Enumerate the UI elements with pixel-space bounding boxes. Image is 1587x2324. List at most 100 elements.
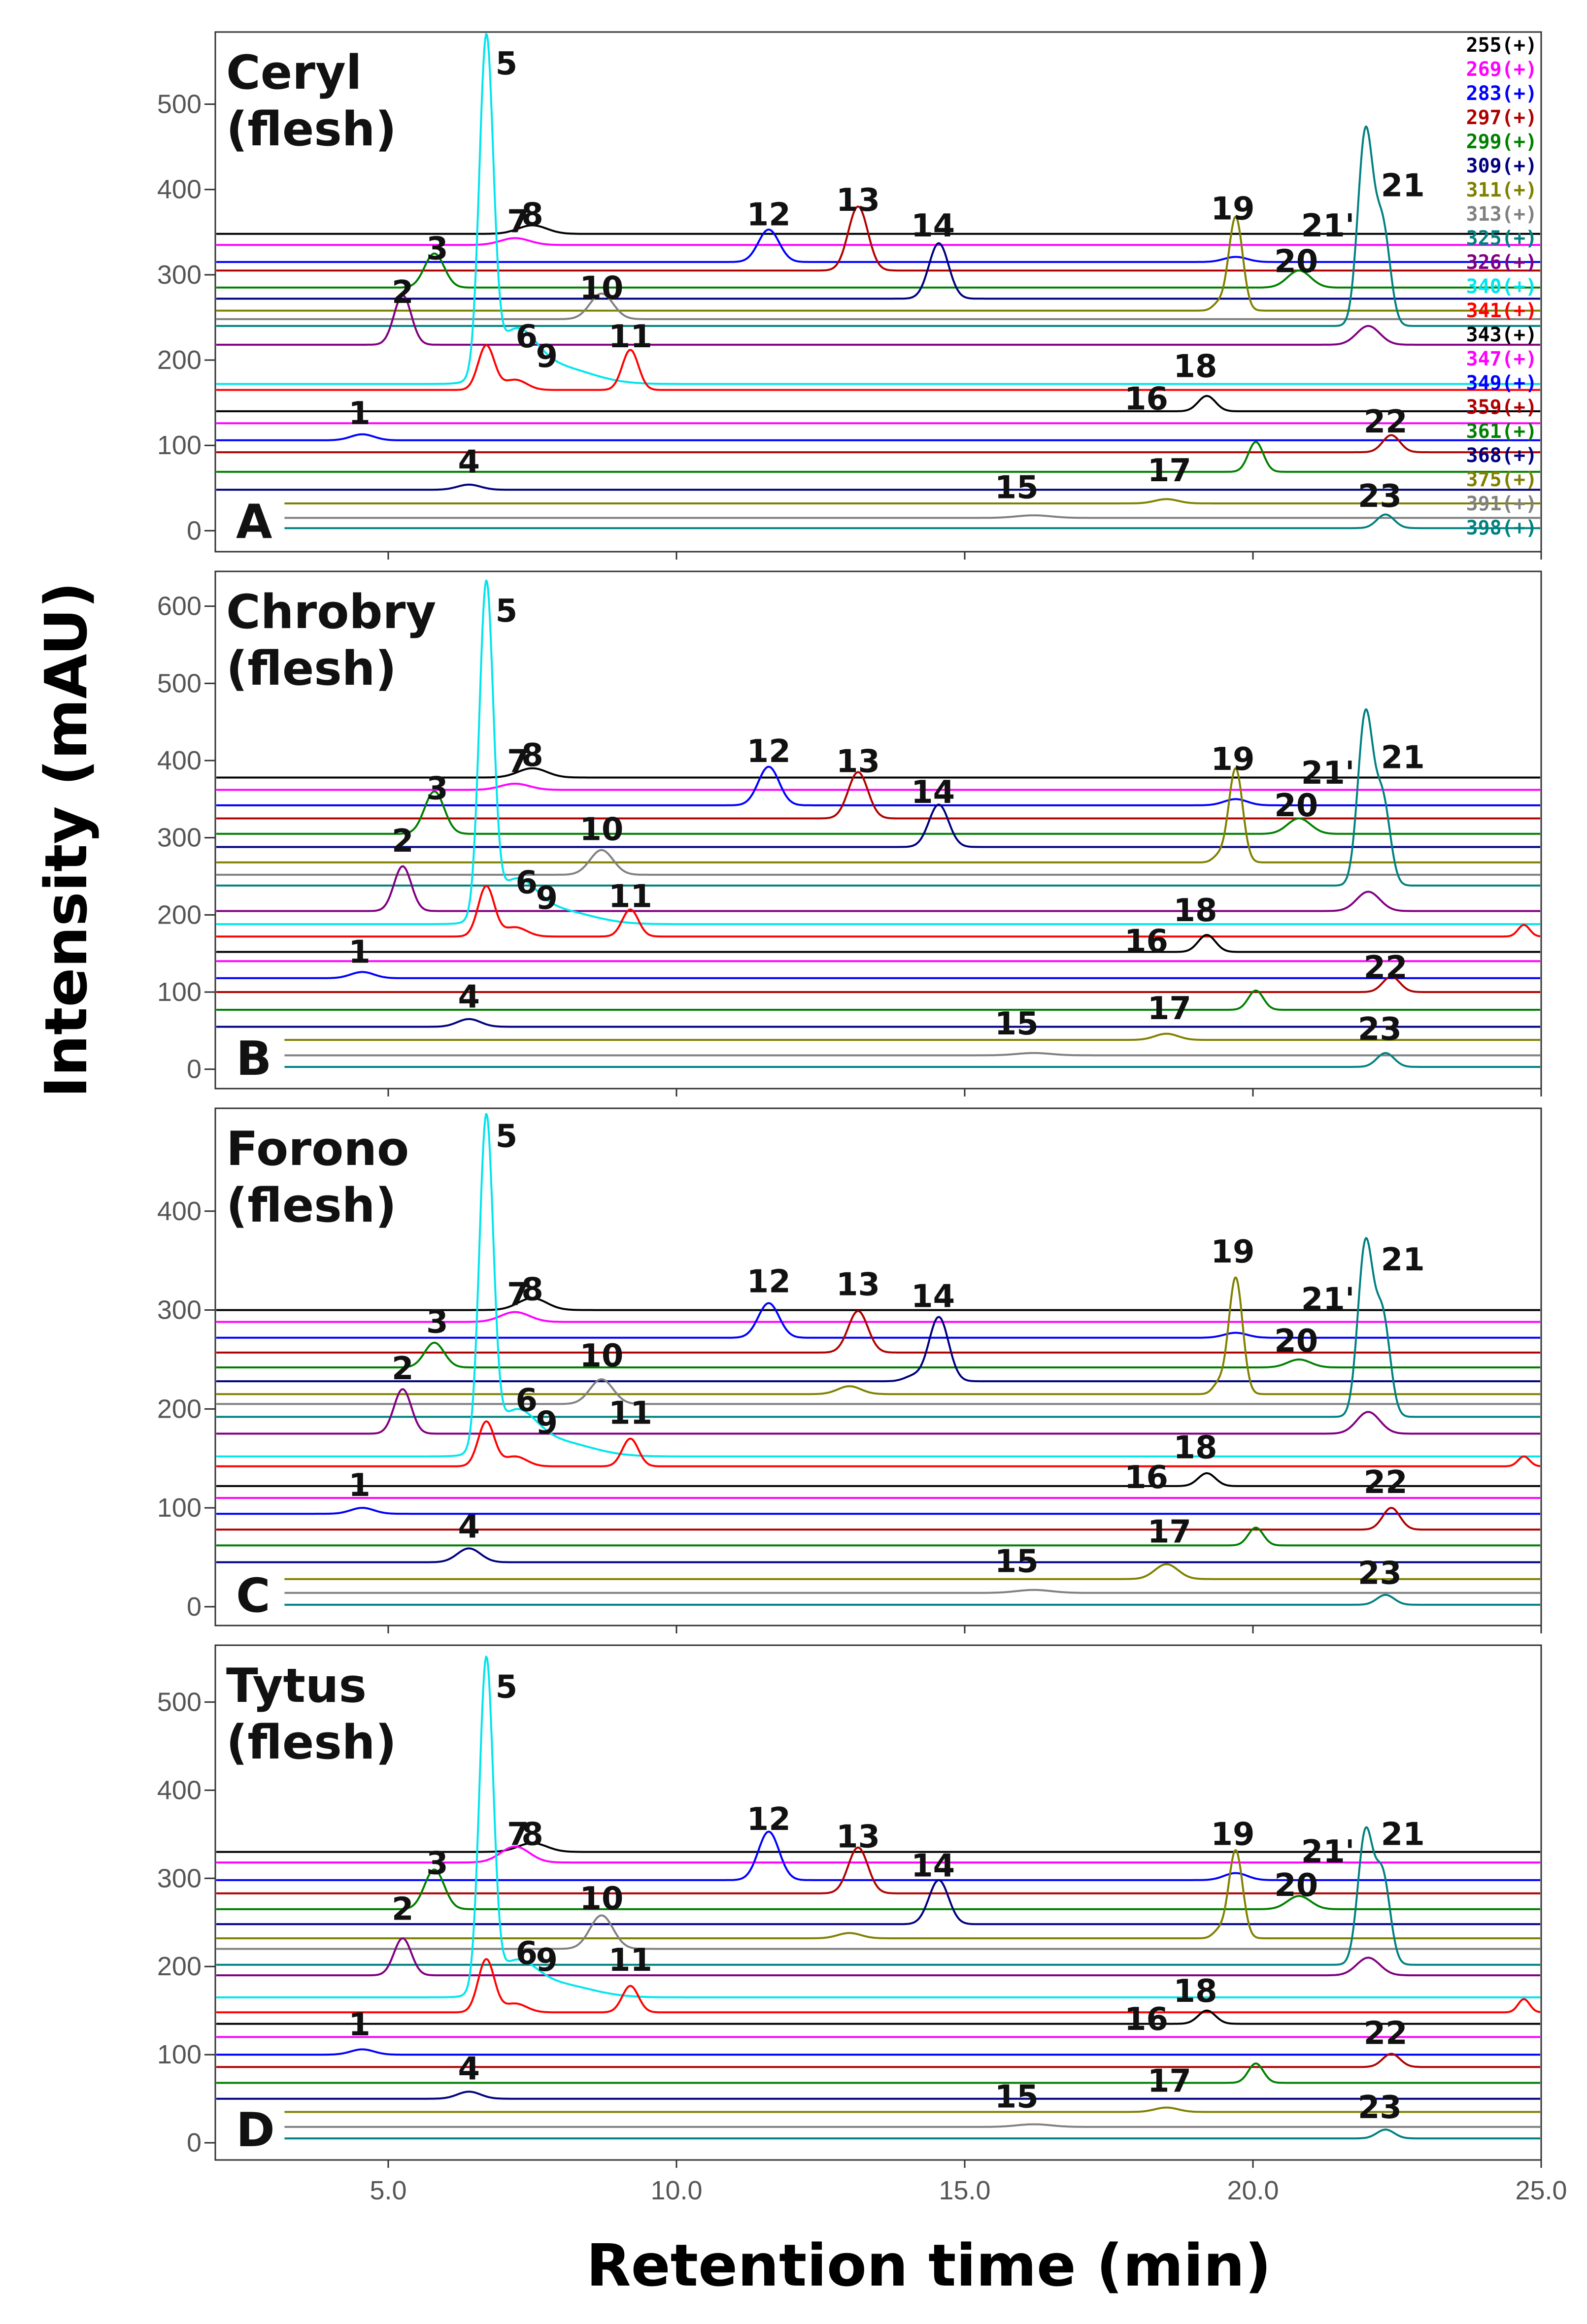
- peak-label: 7: [507, 1277, 529, 1313]
- peak-label: 9: [536, 1942, 558, 1979]
- trace-line-9: [216, 125, 1540, 327]
- panel-subtitle: (flesh): [226, 1179, 397, 1233]
- peak-label: 3: [426, 770, 448, 807]
- peak-label: 23: [1358, 2090, 1402, 2126]
- peak-label: 17: [1148, 1514, 1191, 1550]
- trace-line-20: [284, 2123, 1540, 2128]
- legend-entry: 343(+): [1466, 324, 1538, 346]
- peak-label: 5: [496, 593, 518, 630]
- peak-label: 23: [1358, 1011, 1402, 1048]
- peak-label: 8: [521, 1816, 543, 1853]
- peak-label: 7: [507, 203, 529, 240]
- y-tick-label: 300: [157, 260, 202, 290]
- peak-label: 18: [1173, 1973, 1217, 2010]
- y-tick-label: 200: [157, 345, 202, 375]
- panel-letter: A: [236, 495, 272, 549]
- peak-label: 3: [426, 231, 448, 267]
- peak-label: 1: [348, 934, 371, 970]
- peak-label: 20: [1274, 1323, 1318, 1360]
- trace-line-21: [284, 2128, 1540, 2140]
- y-tick-label: 400: [157, 746, 202, 775]
- trace-line-3: [216, 1302, 1540, 1339]
- peak-label: 21: [1381, 1242, 1425, 1278]
- peak-label: 22: [1364, 404, 1408, 440]
- y-tick-label: 200: [157, 900, 202, 930]
- legend-entry: 359(+): [1466, 396, 1538, 419]
- trace-line-10: [216, 1937, 1540, 1977]
- y-tick-label: 500: [157, 668, 202, 698]
- peak-label: 13: [836, 1819, 880, 1856]
- peak-label: 6: [516, 319, 538, 355]
- y-tick-label: 0: [187, 2128, 202, 2158]
- trace-line-9: [216, 708, 1540, 887]
- trace-line-1: [216, 1297, 1540, 1311]
- trace-line-17: [216, 2062, 1540, 2084]
- peak-label: 3: [426, 1304, 448, 1341]
- peak-label: 18: [1173, 893, 1217, 929]
- peak-label: 2: [392, 274, 414, 311]
- peak-label: 12: [747, 197, 791, 233]
- peak-label: 21': [1301, 208, 1355, 244]
- trace-line-5: [216, 790, 1540, 835]
- peak-label: 14: [911, 1848, 955, 1885]
- peak-label: 14: [911, 774, 955, 811]
- y-tick-label: 100: [157, 2040, 202, 2069]
- peak-label: 1: [348, 2007, 371, 2043]
- legend-entry: 398(+): [1466, 517, 1538, 539]
- legend-entry: 340(+): [1466, 275, 1538, 298]
- legend-entry: 341(+): [1466, 299, 1538, 322]
- peak-label: 21': [1301, 1282, 1355, 1318]
- panel-title: Forono: [226, 1122, 409, 1176]
- panel-letter: C: [236, 1569, 270, 1623]
- peak-label: 14: [911, 208, 955, 244]
- y-tick-label: 300: [157, 1863, 202, 1893]
- legend-entry: 269(+): [1466, 58, 1538, 81]
- trace-line-12: [216, 1958, 1540, 2014]
- peak-label: 13: [836, 744, 880, 780]
- peak-label: 2: [392, 823, 414, 860]
- y-tick-label: 200: [157, 1952, 202, 1981]
- peak-label: 12: [747, 1263, 791, 1300]
- peak-label: 17: [1148, 991, 1191, 1027]
- panel-letter: D: [236, 2103, 275, 2158]
- x-tick-label: 5.0: [370, 2176, 406, 2205]
- trace-line-5: [216, 252, 1540, 289]
- peak-label: 2: [392, 1351, 414, 1387]
- trace-line-4: [216, 205, 1540, 272]
- trace-line-17: [216, 1527, 1540, 1547]
- y-tick-label: 200: [157, 1394, 202, 1424]
- peak-label: 22: [1364, 950, 1408, 986]
- legend-entry: 255(+): [1466, 34, 1538, 57]
- y-tick-label: 100: [157, 431, 202, 460]
- legend: 255(+)269(+)283(+)297(+)299(+)309(+)311(…: [1466, 34, 1538, 539]
- y-tick-label: 400: [157, 175, 202, 204]
- trace-line-17: [216, 441, 1540, 473]
- panel-title: Tytus: [226, 1659, 367, 1713]
- peak-label: 15: [995, 2079, 1039, 2116]
- trace-line-18: [216, 2091, 1540, 2100]
- trace-line-7: [216, 216, 1540, 312]
- trace-line-16: [216, 1507, 1540, 1531]
- panel-letter: B: [236, 1032, 271, 1086]
- peak-label: 9: [536, 1405, 558, 1442]
- peak-label: 22: [1364, 2016, 1408, 2052]
- peak-label: 19: [1211, 1234, 1255, 1270]
- peak-label: 6: [516, 1935, 538, 1972]
- y-tick-label: 300: [157, 1295, 202, 1325]
- peak-label: 17: [1148, 453, 1191, 489]
- y-tick-label: 400: [157, 1196, 202, 1226]
- trace-line-9: [216, 1826, 1540, 1966]
- peak-label: 9: [536, 338, 558, 375]
- trace-line-11: [216, 33, 1540, 385]
- trace-line-15: [216, 1507, 1540, 1515]
- trace-line-11: [216, 1113, 1540, 1458]
- x-tick-label: 10.0: [650, 2176, 702, 2205]
- legend-entry: 309(+): [1466, 155, 1538, 177]
- peak-label: 10: [579, 1338, 623, 1374]
- peak-label: 8: [521, 737, 543, 774]
- trace-line-9: [216, 1237, 1540, 1418]
- y-tick-label: 100: [157, 977, 202, 1007]
